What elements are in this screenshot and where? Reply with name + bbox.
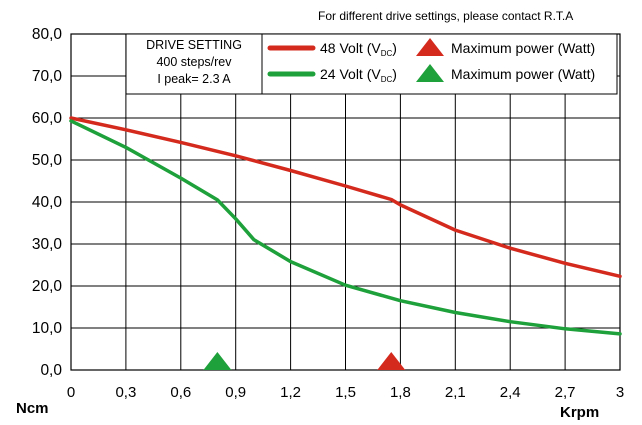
max-power-marker-1: [203, 352, 232, 370]
legend-label-0: 48 Volt (VDC): [320, 40, 397, 58]
legend-marker-1: [416, 64, 444, 82]
y-tick-label: 40,0: [32, 194, 63, 211]
x-tick-label: 3: [616, 384, 624, 401]
x-axis-unit: Krpm: [560, 404, 599, 421]
legend-label-1: 24 Volt (VDC): [320, 66, 397, 84]
legend-max-power-label-0: Maximum power (Watt): [451, 40, 595, 56]
x-tick-label: 1,8: [390, 384, 411, 401]
y-tick-label: 20,0: [32, 278, 63, 295]
y-tick-label: 30,0: [32, 236, 63, 253]
drive-setting-peak: I peak= 2.3 A: [157, 72, 231, 86]
series-line-0: [69, 116, 622, 279]
legend-max-power-label-1: Maximum power (Watt): [451, 66, 595, 82]
y-tick-labels: 0,0 10,0 20,0 30,0 40,0 50,0 60,0 70,0 80,0: [32, 26, 63, 379]
x-tick-label: 1,5: [335, 384, 356, 401]
max-power-marker-0: [377, 352, 406, 370]
y-tick-label: 80,0: [32, 26, 63, 43]
contact-note: For different drive settings, please con…: [318, 9, 573, 23]
y-tick-label: 60,0: [32, 110, 63, 127]
x-tick-label: 2,7: [555, 384, 576, 401]
x-tick-labels: 0 0,3 0,6 0,9 1,2 1,5 1,8 2,1 2,4 2,7 3: [67, 384, 624, 401]
x-tick-label: 0,6: [170, 384, 191, 401]
x-tick-label: 2,4: [500, 384, 521, 401]
max-power-markers: [203, 352, 406, 370]
x-tick-label: 1,2: [280, 384, 301, 401]
y-tick-label: 50,0: [32, 152, 63, 169]
x-tick-label: 0,9: [225, 384, 246, 401]
y-tick-label: 10,0: [32, 320, 63, 337]
series-line-1: [69, 119, 622, 336]
x-tick-label: 0,3: [115, 384, 136, 401]
legend-marker-0: [416, 38, 444, 56]
x-tick-label: 2,1: [445, 384, 466, 401]
drive-setting-title: DRIVE SETTING: [146, 38, 242, 52]
y-axis-unit: Ncm: [16, 400, 49, 417]
drive-setting-box: DRIVE SETTING 400 steps/rev I peak= 2.3 …: [125, 33, 263, 95]
drive-setting-steps: 400 steps/rev: [156, 55, 232, 69]
x-tick-label: 0: [67, 384, 75, 401]
legend: 48 Volt (VDC) Maximum power (Watt) 24 Volt…: [261, 33, 618, 95]
series-lines: [69, 116, 622, 336]
y-tick-label: 70,0: [32, 68, 63, 85]
y-tick-label: 0,0: [40, 362, 62, 379]
